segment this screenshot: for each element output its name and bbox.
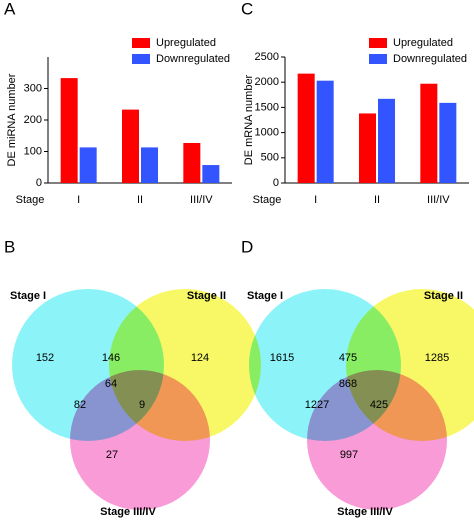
legend-swatch (132, 54, 150, 64)
venn-set (70, 370, 210, 510)
y-tick-label: 0 (36, 177, 42, 189)
y-tick-label: 200 (24, 114, 42, 126)
x-axis-label: Stage (16, 194, 45, 206)
y-tick-label: 100 (24, 145, 42, 157)
region-count: 425 (370, 399, 388, 411)
region-count: 27 (106, 449, 118, 461)
legend-swatch (369, 38, 387, 48)
bar (359, 113, 376, 183)
bar (79, 147, 97, 183)
region-count: 1227 (305, 399, 329, 411)
region-count: 124 (191, 352, 209, 364)
set-label: Stage III/IV (337, 506, 393, 518)
legend-swatch (132, 38, 150, 48)
bar (141, 147, 158, 183)
panel-label: C (241, 0, 253, 18)
bar (420, 83, 438, 183)
set-label: Stage I (10, 290, 46, 302)
y-tick-label: 2000 (255, 76, 279, 88)
x-tick-label: III/IV (190, 194, 213, 206)
y-axis-label: DE miRNA number (6, 73, 18, 166)
bar (316, 80, 334, 183)
set-label: Stage II (187, 290, 226, 302)
x-tick-label: I (77, 194, 80, 206)
region-count: 152 (36, 352, 54, 364)
region-count: 1285 (425, 352, 449, 364)
region-count: 9 (139, 399, 145, 411)
legend-label: Upregulated (156, 37, 216, 49)
x-tick-label: I (314, 194, 317, 206)
set-label: Stage I (247, 290, 283, 302)
legend-swatch (369, 54, 387, 64)
bar (202, 165, 220, 183)
legend-label: Downregulated (156, 53, 230, 65)
region-count: 997 (340, 449, 358, 461)
legend-label: Upregulated (393, 37, 453, 49)
y-tick-label: 500 (261, 152, 279, 164)
y-axis-label: DE mRNA number (243, 74, 255, 165)
y-tick-label: 300 (24, 82, 42, 94)
bar (378, 98, 395, 183)
bar (122, 109, 139, 183)
bar (60, 78, 78, 183)
y-tick-label: 1000 (255, 127, 279, 139)
y-tick-label: 2500 (255, 51, 279, 63)
bar (183, 142, 201, 183)
region-count: 1615 (270, 352, 294, 364)
set-label: Stage III/IV (100, 506, 156, 518)
y-tick-label: 0 (273, 177, 279, 189)
region-count: 82 (74, 399, 86, 411)
panel-label: D (241, 237, 253, 256)
set-label: Stage II (424, 290, 463, 302)
venn-set (307, 370, 447, 510)
panel-label: A (4, 0, 16, 18)
x-tick-label: II (374, 194, 380, 206)
legend-label: Downregulated (393, 53, 467, 65)
x-tick-label: II (137, 194, 143, 206)
x-axis-label: Stage (253, 194, 282, 206)
bar (439, 102, 457, 183)
region-count: 64 (105, 378, 117, 390)
region-count: 146 (102, 352, 120, 364)
panel-label: B (4, 237, 15, 256)
region-count: 475 (339, 352, 357, 364)
bar (297, 73, 315, 183)
y-tick-label: 1500 (255, 101, 279, 113)
region-count: 868 (339, 378, 357, 390)
x-tick-label: III/IV (427, 194, 450, 206)
